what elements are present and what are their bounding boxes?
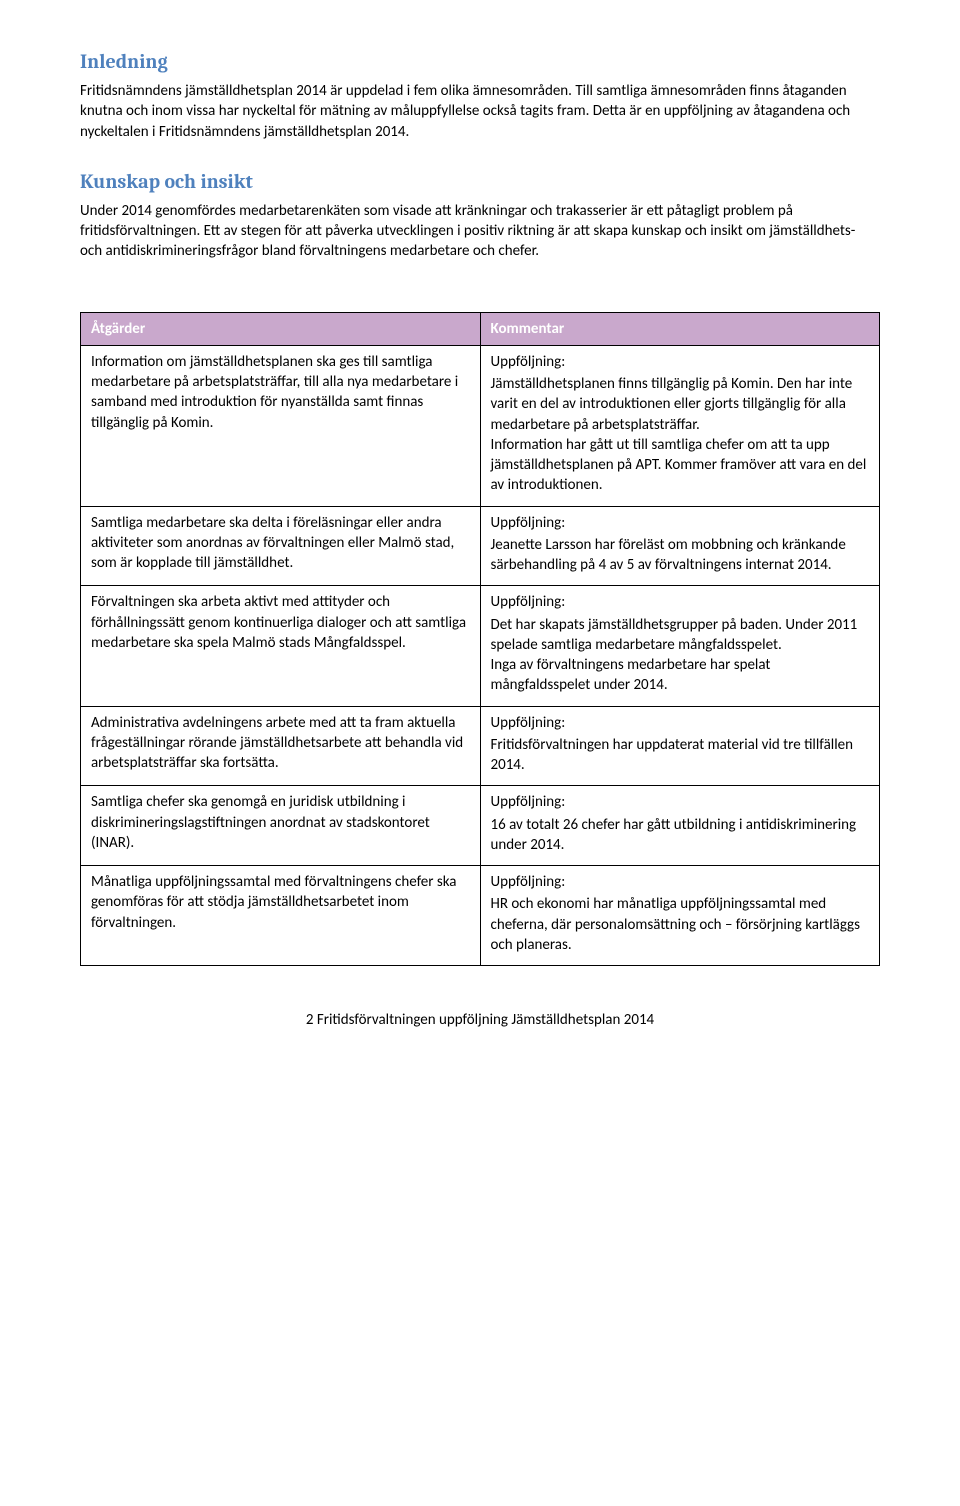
comment-cell: Uppföljning: HR och ekonomi har månatliga… xyxy=(480,866,880,966)
table-header-row: Åtgärder Kommentar xyxy=(81,312,880,345)
action-cell: Information om jämställdhetsplanen ska g… xyxy=(81,345,481,506)
insight-paragraph: Under 2014 genomfördes medarbetarenkäten… xyxy=(80,201,880,262)
comment-text: 16 av totalt 26 chefer har gått utbildni… xyxy=(491,816,857,854)
table-header-actions: Åtgärder xyxy=(81,312,481,345)
action-cell: Samtliga medarbetare ska delta i föreläs… xyxy=(81,506,481,586)
comment-text: Fritidsförvaltningen har uppdaterat mate… xyxy=(491,736,854,774)
comment-text: Jämställdhetsplanen finns tillgänglig på… xyxy=(491,375,853,434)
followup-label: Uppföljning: xyxy=(491,592,870,612)
table-row: Administrativa avdelningens arbete med a… xyxy=(81,706,880,786)
intro-paragraph: Fritidsnämndens jämställdhetsplan 2014 ä… xyxy=(80,81,880,142)
comment-text: Jeanette Larsson har föreläst om mobbnin… xyxy=(491,536,846,574)
page-footer: 2 Fritidsförvaltningen uppföljning Jämst… xyxy=(80,1010,880,1030)
comment-cell: Uppföljning: 16 av totalt 26 chefer har g… xyxy=(480,786,880,866)
comment-text: Information har gått ut till samtliga ch… xyxy=(491,436,867,495)
action-cell: Månatliga uppföljningssamtal med förvalt… xyxy=(81,866,481,966)
followup-label: Uppföljning: xyxy=(491,352,870,372)
table-row: Månatliga uppföljningssamtal med förvalt… xyxy=(81,866,880,966)
table-row: Samtliga chefer ska genomgå en juridisk … xyxy=(81,786,880,866)
action-cell: Samtliga chefer ska genomgå en juridisk … xyxy=(81,786,481,866)
followup-label: Uppföljning: xyxy=(491,513,870,533)
action-cell: Förvaltningen ska arbeta aktivt med atti… xyxy=(81,586,481,706)
comment-cell: Uppföljning: Jeanette Larsson har föreläs… xyxy=(480,506,880,586)
intro-heading: Inledning xyxy=(80,48,880,75)
comment-text: Inga av förvaltningens medarbetare har s… xyxy=(491,656,771,694)
table-row: Information om jämställdhetsplanen ska g… xyxy=(81,345,880,506)
followup-label: Uppföljning: xyxy=(491,872,870,892)
table-header-comment: Kommentar xyxy=(480,312,880,345)
table-row: Samtliga medarbetare ska delta i föreläs… xyxy=(81,506,880,586)
followup-label: Uppföljning: xyxy=(491,713,870,733)
comment-cell: Uppföljning: Det har skapats jämställdhet… xyxy=(480,586,880,706)
comment-cell: Uppföljning: Jämställdhetsplanen finns ti… xyxy=(480,345,880,506)
followup-label: Uppföljning: xyxy=(491,792,870,812)
comment-cell: Uppföljning: Fritidsförvaltningen har upp… xyxy=(480,706,880,786)
insight-heading: Kunskap och insikt xyxy=(80,168,880,195)
table-row: Förvaltningen ska arbeta aktivt med atti… xyxy=(81,586,880,706)
action-cell: Administrativa avdelningens arbete med a… xyxy=(81,706,481,786)
actions-table: Åtgärder Kommentar Information om jämstä… xyxy=(80,312,880,967)
spacer xyxy=(80,264,880,292)
comment-text: Det har skapats jämställdhetsgrupper på … xyxy=(491,616,858,654)
comment-text: HR och ekonomi har månatliga uppföljning… xyxy=(491,895,860,954)
